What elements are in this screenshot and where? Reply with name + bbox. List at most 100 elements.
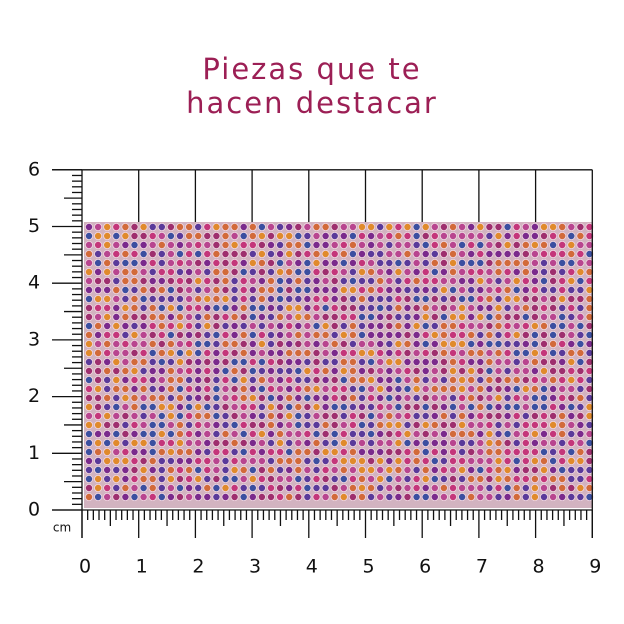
rhinestone — [157, 240, 166, 249]
rhinestone — [357, 411, 366, 420]
rhinestone — [303, 456, 312, 465]
rhinestone — [166, 357, 175, 366]
rhinestone — [467, 348, 476, 357]
rhinestone — [194, 321, 203, 330]
rhinestone — [266, 348, 275, 357]
rhinestone — [312, 249, 321, 258]
rhinestone — [203, 492, 212, 501]
rhinestone — [194, 303, 203, 312]
rhinestone — [357, 456, 366, 465]
rhinestone — [430, 285, 439, 294]
rhinestone — [276, 465, 285, 474]
rhinestone — [185, 429, 194, 438]
rhinestone — [585, 474, 594, 483]
rhinestone — [330, 303, 339, 312]
rhinestone — [239, 285, 248, 294]
rhinestone — [230, 330, 239, 339]
rhinestone — [485, 330, 494, 339]
rhinestone — [567, 276, 576, 285]
rhinestone — [103, 285, 112, 294]
rhinestone — [139, 240, 148, 249]
rhinestone — [285, 240, 294, 249]
rhinestone — [148, 429, 157, 438]
rhinestone — [367, 474, 376, 483]
rhinestone — [412, 474, 421, 483]
rhinestone — [203, 222, 212, 231]
rhinestone — [576, 348, 585, 357]
rhinestone — [139, 231, 148, 240]
rhinestone — [230, 339, 239, 348]
rhinestone — [239, 339, 248, 348]
rhinestone — [549, 456, 558, 465]
rhinestone — [530, 276, 539, 285]
rhinestone — [439, 375, 448, 384]
rhinestone — [467, 249, 476, 258]
rhinestone — [376, 249, 385, 258]
rhinestone — [148, 294, 157, 303]
rhinestone — [85, 492, 94, 501]
rhinestone — [540, 258, 549, 267]
rhinestone — [303, 447, 312, 456]
rhinestone — [294, 375, 303, 384]
rhinestone — [130, 258, 139, 267]
rhinestone — [430, 411, 439, 420]
rhinestone — [567, 411, 576, 420]
rhinestone — [421, 429, 430, 438]
rhinestone — [412, 303, 421, 312]
rhinestone — [494, 348, 503, 357]
rhinestone — [276, 312, 285, 321]
rhinestone — [85, 483, 94, 492]
rhinestone — [421, 249, 430, 258]
rhinestone — [312, 303, 321, 312]
rhinestone — [194, 330, 203, 339]
rhinestone — [567, 357, 576, 366]
rhinestone — [248, 366, 257, 375]
rhinestone — [294, 276, 303, 285]
rhinestone — [148, 231, 157, 240]
rhinestone — [321, 411, 330, 420]
rhinestone — [221, 231, 230, 240]
rhinestone — [157, 447, 166, 456]
rhinestone — [321, 402, 330, 411]
rhinestone — [367, 465, 376, 474]
rhinestone — [148, 222, 157, 231]
rhinestone — [212, 447, 221, 456]
rhinestone — [439, 366, 448, 375]
rhinestone — [494, 294, 503, 303]
rhinestone — [285, 321, 294, 330]
rhinestone — [367, 294, 376, 303]
rhinestone — [448, 375, 457, 384]
rhinestone — [585, 366, 594, 375]
rhinestone — [139, 303, 148, 312]
rhinestone — [139, 465, 148, 474]
rhinestone — [239, 348, 248, 357]
rhinestone — [239, 366, 248, 375]
rhinestone — [357, 258, 366, 267]
rhinestone — [403, 285, 412, 294]
rhinestone — [139, 339, 148, 348]
rhinestone — [139, 483, 148, 492]
rhinestone — [139, 330, 148, 339]
rhinestone — [266, 249, 275, 258]
rhinestone — [185, 447, 194, 456]
rhinestone — [166, 303, 175, 312]
rhinestone — [285, 294, 294, 303]
rhinestone — [103, 447, 112, 456]
rhinestone — [230, 357, 239, 366]
rhinestone — [376, 366, 385, 375]
rhinestone — [376, 222, 385, 231]
rhinestone — [130, 339, 139, 348]
rhinestone — [585, 357, 594, 366]
rhinestone — [148, 375, 157, 384]
rhinestone — [175, 303, 184, 312]
rhinestone — [430, 402, 439, 411]
rhinestone — [403, 330, 412, 339]
rhinestone — [448, 393, 457, 402]
rhinestone — [421, 303, 430, 312]
rhinestone — [494, 339, 503, 348]
rhinestone — [549, 411, 558, 420]
rhinestone — [430, 267, 439, 276]
rhinestone — [540, 231, 549, 240]
rhinestone — [357, 447, 366, 456]
rhinestone — [130, 465, 139, 474]
